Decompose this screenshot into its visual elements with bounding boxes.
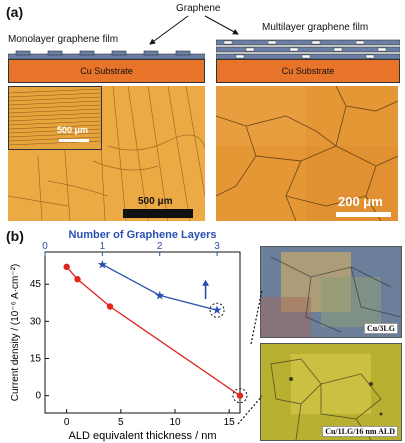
graphene-arrows bbox=[149, 15, 239, 45]
cu-substrate-right-label: Cu Substrate bbox=[281, 66, 335, 76]
inset-cu3lg-label: Cu/3LG bbox=[363, 323, 398, 334]
inset-photo-cu1lg-ald-texture bbox=[261, 344, 401, 440]
data-point-red bbox=[74, 276, 81, 283]
left-scale-text: 500 μm bbox=[138, 196, 173, 207]
panel-b-label: (b) bbox=[6, 228, 24, 244]
cu-substrate-left-label: Cu Substrate bbox=[80, 66, 133, 76]
micrograph-monolayer: 500 μm 500 μm bbox=[8, 86, 205, 221]
data-point-red bbox=[63, 263, 70, 271]
y-tick-label: 0 bbox=[35, 391, 41, 402]
plot-frame bbox=[44, 251, 241, 414]
x-tick-label: 10 bbox=[169, 417, 181, 428]
current-density-chart: 0 5 10 15 0 15 30 45 0 1 2 3 ALD equivalent thicknes… bbox=[10, 229, 248, 442]
micrograph-inset: 500 μm bbox=[8, 86, 102, 150]
data-point-red bbox=[236, 392, 244, 399]
multilayer-schematic bbox=[216, 39, 400, 60]
highlight-circle bbox=[209, 302, 225, 318]
x-tick-label: 5 bbox=[118, 417, 124, 428]
data-point-blue: ★ bbox=[97, 257, 108, 271]
left-scale-bar bbox=[123, 209, 193, 218]
inset-scale-text: 500 μm bbox=[57, 125, 89, 135]
data-point-blue: ★ bbox=[212, 303, 223, 317]
up-arrow-head bbox=[202, 279, 210, 286]
top-tick-label: 3 bbox=[214, 241, 220, 252]
top-tick-label: 0 bbox=[42, 241, 48, 252]
x-axis-label: ALD equivalent thickness / nm bbox=[69, 430, 217, 442]
cu-substrate-left: Cu Substrate bbox=[8, 59, 205, 83]
top-tick-label: 2 bbox=[157, 241, 163, 252]
cu-substrate-right: Cu Substrate bbox=[216, 59, 400, 83]
x-tick-label: 0 bbox=[64, 417, 70, 428]
monolayer-title: Monolayer graphene film bbox=[8, 34, 119, 45]
y-tick-label: 15 bbox=[30, 354, 42, 365]
inset-photo-cu1lg-ald: Cu/1LG/16 nm ALD bbox=[260, 343, 402, 441]
top-tick-label: 1 bbox=[100, 241, 106, 252]
micrograph-multilayer: 200 μm bbox=[216, 86, 398, 221]
series-line-0 bbox=[66, 266, 241, 397]
right-scale-bar bbox=[336, 212, 391, 217]
monolayer-schematic bbox=[8, 50, 205, 60]
multilayer-title: Multilayer graphene film bbox=[262, 22, 369, 33]
inset-photo-cu3lg: Cu/3LG bbox=[260, 246, 402, 338]
inset-photo-cu3lg-texture bbox=[261, 247, 401, 337]
inset-scale-bar bbox=[59, 139, 89, 142]
graphene-label: Graphene bbox=[176, 3, 221, 14]
micrograph-multilayer-texture bbox=[216, 86, 398, 221]
inset-cu1lg-ald-label: Cu/1LG/16 nm ALD bbox=[322, 426, 398, 437]
y-tick-label: 30 bbox=[30, 316, 42, 327]
panel-a-label: (a) bbox=[6, 4, 24, 20]
top-axis-label: Number of Graphene Layers bbox=[69, 229, 217, 241]
y-tick-label: 45 bbox=[30, 279, 42, 290]
y-axis-label: Current density / (10⁻⁶ A·cm⁻²) bbox=[10, 264, 21, 402]
data-point-blue: ★ bbox=[154, 288, 165, 302]
right-scale-text: 200 μm bbox=[338, 194, 383, 209]
series-line-1 bbox=[102, 263, 218, 311]
data-point-red bbox=[106, 303, 114, 310]
x-tick-label: 15 bbox=[224, 417, 236, 428]
